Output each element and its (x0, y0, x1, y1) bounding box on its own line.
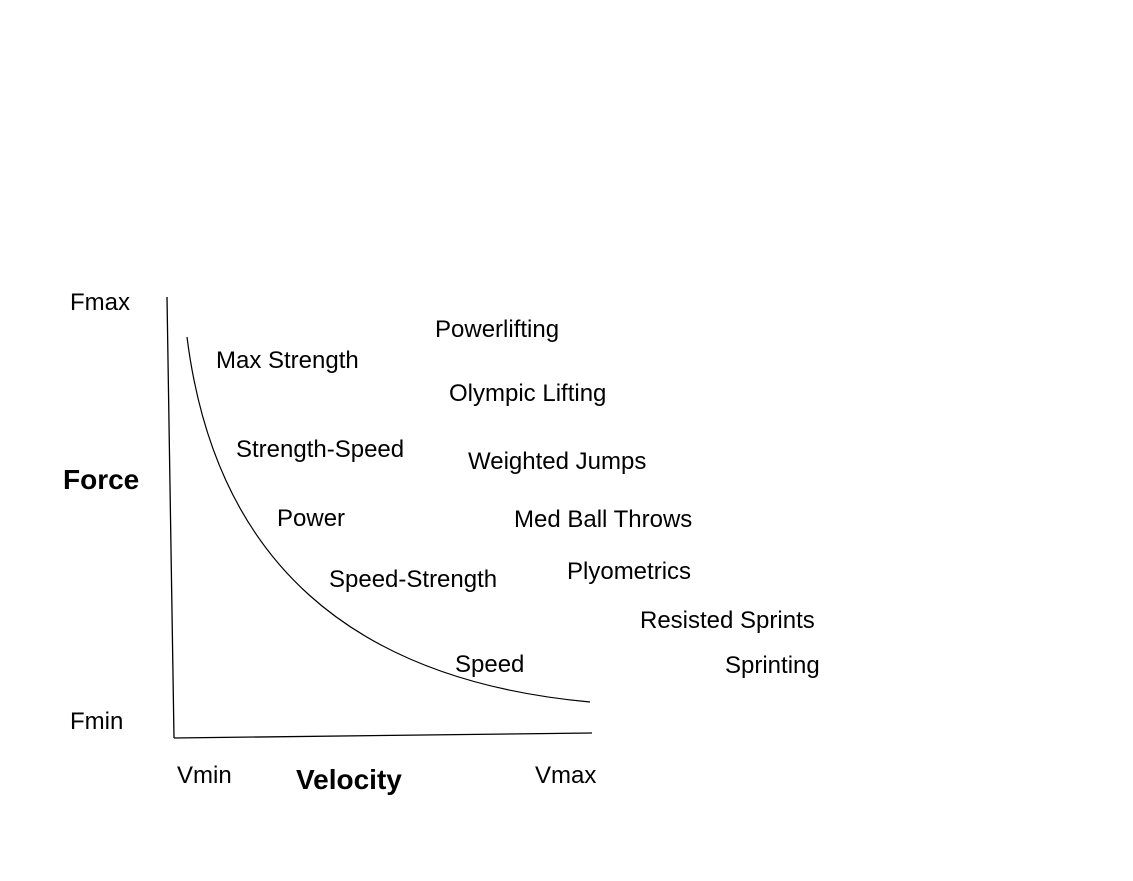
method-label: Resisted Sprints (640, 607, 815, 634)
method-label: Sprinting (725, 652, 820, 679)
method-label: Olympic Lifting (449, 380, 606, 407)
curve-label: Speed-Strength (329, 566, 497, 593)
y-axis (166, 296, 175, 739)
force-velocity-curve (186, 336, 591, 703)
axis-label: Vmin (177, 762, 232, 789)
axis-label: Fmax (70, 289, 130, 316)
axis-title: Velocity (296, 764, 402, 795)
method-label: Weighted Jumps (468, 448, 646, 475)
curve-label: Strength-Speed (236, 436, 404, 463)
x-axis (173, 732, 593, 739)
method-label: Med Ball Throws (514, 506, 692, 533)
method-label: Powerlifting (435, 316, 559, 343)
method-label: Plyometrics (567, 558, 691, 585)
axis-label: Fmin (70, 708, 123, 735)
axis-label: Vmax (535, 762, 596, 789)
curve-label: Max Strength (216, 347, 359, 374)
axis-title: Force (63, 464, 139, 495)
curve-label: Speed (455, 651, 524, 678)
curve-label: Power (277, 505, 345, 532)
